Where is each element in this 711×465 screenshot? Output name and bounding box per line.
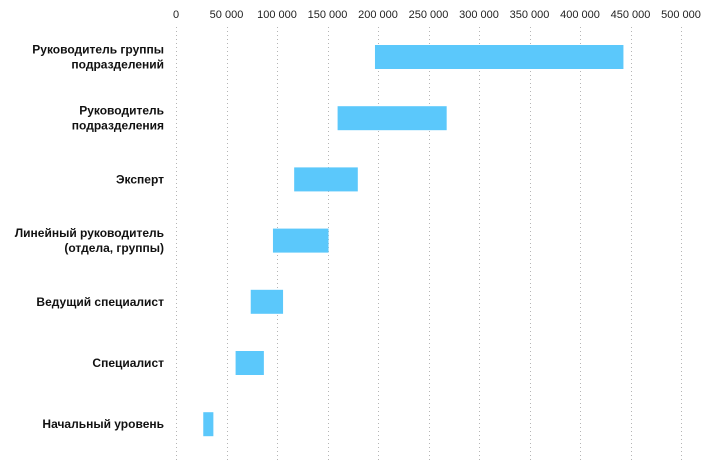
x-tick-label: 100 000 — [257, 9, 297, 21]
x-tick-label: 200 000 — [358, 9, 398, 21]
category-label: Начальный уровень — [42, 417, 164, 431]
range-bars — [203, 45, 624, 437]
category-label: Эксперт — [116, 172, 164, 186]
x-tick-label: 50 000 — [210, 9, 244, 21]
x-tick-label: 300 000 — [459, 9, 499, 21]
x-tick-label: 150 000 — [308, 9, 348, 21]
category-label: Руководитель группы — [32, 43, 164, 57]
x-tick-label: 250 000 — [409, 9, 449, 21]
x-tick-label: 0 — [173, 9, 179, 21]
range-bar — [250, 289, 284, 314]
x-axis-tick-labels: 0 50 000 100 000 150 000 200 000 250 000 300 0… — [173, 9, 701, 21]
range-bar — [374, 45, 624, 69]
category-label: подразделения — [72, 119, 164, 133]
x-tick-label: 400 000 — [560, 9, 600, 21]
range-bar — [337, 106, 447, 131]
category-label: Специалист — [92, 356, 164, 370]
x-tick-label: 350 000 — [510, 9, 550, 21]
category-label: (отдела, группы) — [64, 241, 164, 255]
x-tick-label: 500 000 — [661, 9, 701, 21]
category-label: Ведущий специалист — [36, 295, 164, 309]
category-label: Руководитель — [79, 104, 164, 118]
category-label: подразделений — [71, 58, 164, 72]
range-bar — [203, 412, 214, 437]
x-tick-label: 450 000 — [611, 9, 651, 21]
grid-lines — [176, 27, 682, 462]
category-label: Линейный руководитель — [15, 226, 164, 240]
range-bar — [235, 351, 264, 375]
range-bar — [294, 167, 358, 192]
range-bar — [272, 228, 329, 253]
